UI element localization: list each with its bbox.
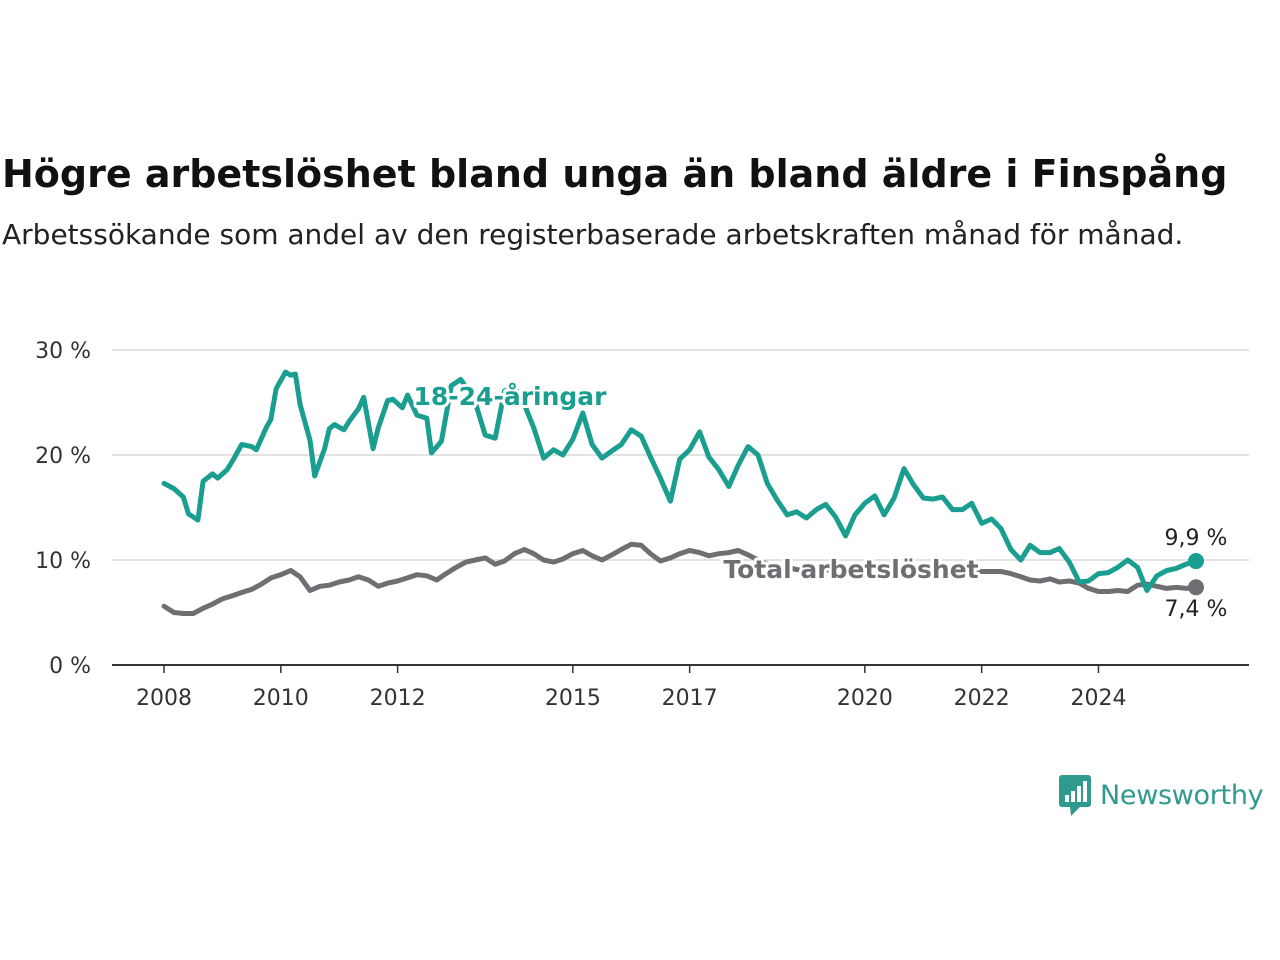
x-tick-label: 2012 xyxy=(370,686,426,711)
x-tick-label: 2015 xyxy=(545,686,601,711)
brand-name: Newsworthy xyxy=(1100,779,1264,811)
series-lines xyxy=(161,369,1204,616)
x-tick-label: 2008 xyxy=(136,686,192,711)
x-tick-label: 2017 xyxy=(662,686,718,711)
y-tick-label: 10 % xyxy=(35,549,91,574)
chart-title: Högre arbetslöshet bland unga än bland ä… xyxy=(2,152,1228,196)
y-tick-label: 20 % xyxy=(35,444,91,469)
end-point-total xyxy=(1188,579,1204,596)
x-axis: 2008 2010 2012 2015 2017 2020 2022 2024 xyxy=(112,664,1249,711)
chart-subtitle: Arbetssökande som andel av den registerb… xyxy=(2,218,1184,251)
end-value-18-24: 9,9 % xyxy=(1165,526,1228,551)
end-point-18-24 xyxy=(1188,553,1204,570)
x-tick-label: 2010 xyxy=(253,686,309,711)
newsworthy-logo: Newsworthy xyxy=(1058,772,1264,818)
end-value-18-24-halo: 9,9 % xyxy=(1165,526,1228,551)
y-tick-label: 0 % xyxy=(49,654,91,679)
series-label-total-halo: Total arbetslöshet xyxy=(723,555,978,584)
newsworthy-logo-icon xyxy=(1059,775,1091,816)
y-tick-label: 30 % xyxy=(35,339,91,364)
y-axis-ticks: 0 % 10 % 20 % 30 % xyxy=(35,339,91,679)
end-value-total: 7,4 % xyxy=(1165,597,1228,622)
line-chart: 0 % 10 % 20 % 30 % 2008 2010 2012 2015 2017 2020… xyxy=(35,339,1249,711)
x-tick-label: 2024 xyxy=(1070,686,1126,711)
series-label-18-24-halo: 18-24-åringar xyxy=(414,382,608,411)
x-tick-label: 2020 xyxy=(837,686,893,711)
x-tick-label: 2022 xyxy=(954,686,1010,711)
series-label-18-24: 18-24-åringar xyxy=(414,382,608,411)
series-line-18-24 xyxy=(161,369,1199,593)
series-line-total xyxy=(161,541,1199,616)
series-label-total: Total arbetslöshet xyxy=(723,555,978,584)
end-value-total-halo: 7,4 % xyxy=(1165,597,1228,622)
